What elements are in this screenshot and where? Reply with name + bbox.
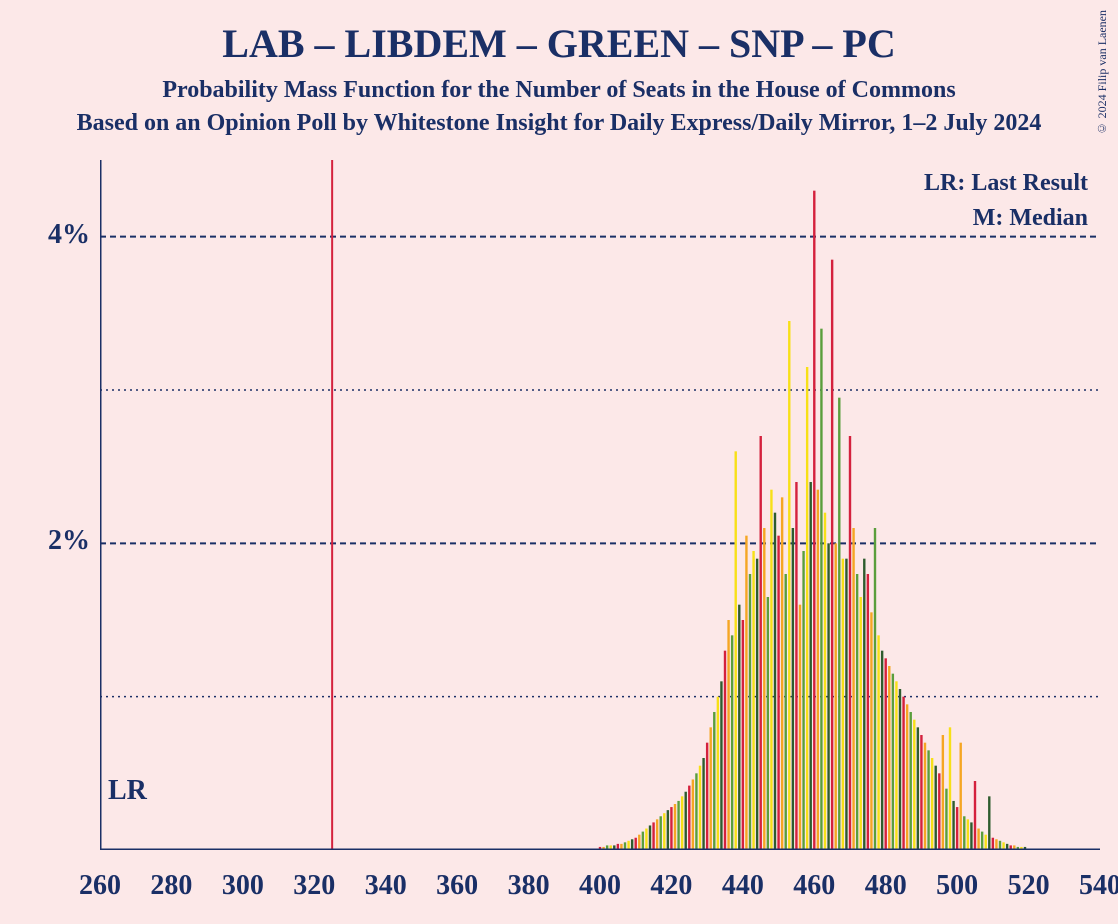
x-tick-label: 460 (793, 870, 835, 902)
x-tick-label: 520 (1008, 870, 1050, 902)
x-tick-label: 280 (150, 870, 192, 902)
x-tick-label: 420 (650, 870, 692, 902)
x-tick-label: 500 (936, 870, 978, 902)
x-tick-label: 440 (722, 870, 764, 902)
chart-subtitle-2: Based on an Opinion Poll by Whitestone I… (0, 104, 1118, 137)
x-tick-label: 540 (1079, 870, 1118, 902)
x-tick-label: 260 (79, 870, 121, 902)
x-tick-label: 320 (293, 870, 335, 902)
x-tick-label: 400 (579, 870, 621, 902)
chart-subtitle-1: Probability Mass Function for the Number… (0, 67, 1118, 104)
copyright-text: © 2024 Filip van Laenen (1095, 10, 1110, 135)
x-tick-label: 380 (508, 870, 550, 902)
x-tick-label: 360 (436, 870, 478, 902)
x-tick-label: 340 (365, 870, 407, 902)
x-tick-label: 300 (222, 870, 264, 902)
y-tick-label: 2% (10, 525, 90, 557)
legend-lr: LR: Last Result (924, 170, 1088, 197)
chart-plot-svg (100, 160, 1100, 850)
lr-marker-label: LR (108, 775, 147, 807)
chart-title: LAB – LIBDEM – GREEN – SNP – PC (0, 0, 1118, 67)
legend-m: M: Median (973, 205, 1088, 232)
x-tick-label: 480 (865, 870, 907, 902)
y-tick-label: 4% (10, 219, 90, 251)
chart-area: LR: Last Result M: Median LR (100, 160, 1118, 850)
